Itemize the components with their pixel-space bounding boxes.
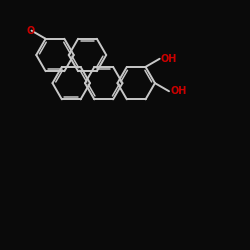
Text: O: O [26,26,34,36]
Text: OH: OH [161,54,177,64]
Text: OH: OH [170,86,187,96]
